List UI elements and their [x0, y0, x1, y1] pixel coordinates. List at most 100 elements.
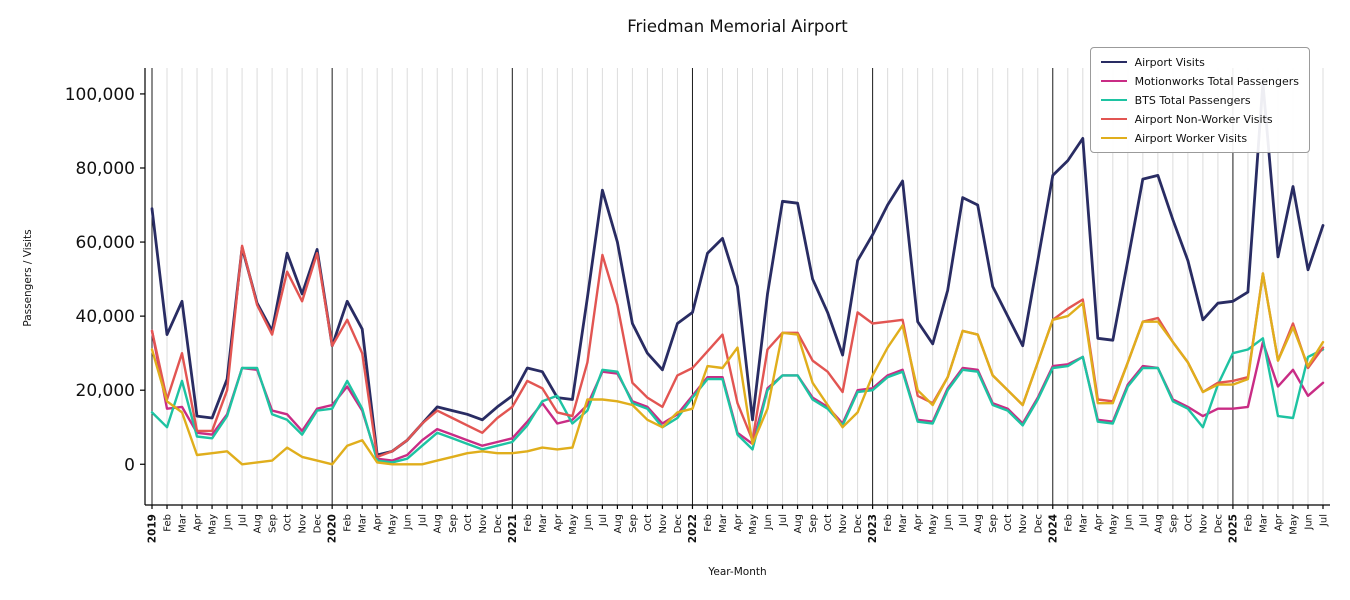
legend-item: Airport Non-Worker Visits [1100, 112, 1299, 126]
x-tick-label: Jul [1138, 514, 1149, 527]
x-tick-label: Aug [613, 514, 624, 534]
series-line-airport-visits [150, 81, 1325, 457]
x-tick-label: Mar [718, 513, 729, 533]
x-tick-label: May [568, 514, 579, 535]
x-tick-label: Mar [358, 513, 369, 533]
x-tick-label: Apr [913, 513, 924, 531]
x-tick-label: May [1108, 514, 1119, 535]
x-axis-label: Year-Month [708, 566, 767, 578]
x-tick-label: Mar [1078, 513, 1089, 533]
legend-label: Motionworks Total Passengers [1134, 74, 1299, 88]
x-tick-label: Apr [1093, 513, 1104, 531]
x-tick-label: Sep [268, 514, 279, 533]
legend-label: Airport Worker Visits [1134, 131, 1248, 145]
legend-line-swatch [1100, 61, 1127, 63]
x-tick-label: 2024 [1047, 514, 1059, 543]
x-tick-label: May [748, 514, 759, 535]
x-tick-label: Oct [643, 514, 654, 531]
x-tick-label: Apr [373, 513, 384, 531]
legend-item: Motionworks Total Passengers [1100, 74, 1299, 88]
legend-line-swatch [1100, 99, 1127, 101]
x-tick-label: Mar [1258, 513, 1269, 533]
legend-item: Airport Visits [1100, 55, 1299, 69]
x-tick-label: Sep [1168, 514, 1179, 533]
x-tick-label: Jun [1123, 514, 1134, 531]
x-tick-label: Nov [478, 514, 489, 534]
x-tick-label: Jul [418, 514, 429, 527]
chart-title: Friedman Memorial Airport [627, 17, 848, 36]
x-tick-label: Jun [763, 514, 774, 531]
y-tick-label: 40,000 [76, 307, 135, 327]
y-axis-label: Passengers / Visits [22, 229, 34, 327]
x-tick-label: Oct [823, 514, 834, 531]
x-tick-label: Jul [778, 514, 789, 527]
x-tick-label: Dec [853, 514, 864, 533]
x-tick-label: Sep [628, 514, 639, 533]
x-tick-label: Sep [448, 514, 459, 533]
x-tick-label: Apr [1273, 513, 1284, 531]
series-line-airport-worker-visits [150, 272, 1325, 466]
x-tick-label: Dec [1033, 514, 1044, 533]
x-tick-label: Mar [178, 513, 189, 533]
x-tick-label: Oct [283, 514, 294, 531]
x-tick-label: Sep [808, 514, 819, 533]
x-tick-label: Dec [493, 514, 504, 533]
x-tick-label: 2023 [867, 514, 879, 543]
x-tick-label: Dec [673, 514, 684, 533]
x-tick-label: Apr [733, 513, 744, 531]
x-tick-label: Feb [343, 514, 354, 532]
x-tick-label: May [208, 514, 219, 535]
x-tick-label: Feb [883, 514, 894, 532]
legend-label: Airport Non-Worker Visits [1134, 112, 1273, 126]
x-tick-label: 2020 [327, 514, 339, 543]
x-tick-label: 2021 [507, 514, 519, 543]
x-tick-label: 2022 [687, 514, 699, 543]
x-tick-label: Feb [1063, 514, 1074, 532]
x-tick-label: Jun [583, 514, 594, 531]
y-tick-label: 100,000 [65, 85, 135, 105]
legend-item: Airport Worker Visits [1100, 131, 1299, 145]
series-line-bts-total-passengers [150, 337, 1325, 464]
x-tick-label: Feb [703, 514, 714, 532]
x-tick-label: Jun [943, 514, 954, 531]
x-tick-label: Nov [1018, 514, 1029, 534]
y-tick-label: 0 [124, 455, 135, 475]
x-tick-label: Feb [523, 514, 534, 532]
x-tick-label: May [928, 514, 939, 535]
x-tick-label: Mar [898, 513, 909, 533]
x-tick-label: Jun [403, 514, 414, 531]
legend-label: BTS Total Passengers [1134, 93, 1251, 107]
x-tick-label: Aug [793, 514, 804, 534]
x-tick-label: Mar [538, 513, 549, 533]
x-tick-label: 2019 [147, 514, 159, 543]
x-tick-label: Aug [253, 514, 264, 534]
x-tick-label: May [1288, 514, 1299, 535]
x-tick-label: Jun [223, 514, 234, 531]
x-tick-label: Dec [313, 514, 324, 533]
y-tick-label: 60,000 [76, 233, 135, 253]
x-tick-label: Jun [1303, 514, 1314, 531]
x-tick-label: Jul [1319, 514, 1330, 527]
x-tick-label: Oct [1183, 514, 1194, 531]
x-tick-label: Nov [298, 514, 309, 534]
legend-label: Airport Visits [1134, 55, 1205, 69]
x-tick-label: Nov [658, 514, 669, 534]
x-tick-label: Nov [1198, 514, 1209, 534]
legend-line-swatch [1100, 118, 1127, 120]
x-tick-label: Jul [958, 514, 969, 527]
x-tick-label: Feb [1243, 514, 1254, 532]
x-tick-label: Aug [433, 514, 444, 534]
x-tick-label: Jul [598, 514, 609, 527]
legend-line-swatch [1100, 80, 1127, 82]
x-tick-label: Aug [1153, 514, 1164, 534]
y-tick-label: 20,000 [76, 381, 135, 401]
x-tick-label: Oct [1003, 514, 1014, 531]
x-tick-label: 2025 [1227, 514, 1239, 543]
y-tick-label: 80,000 [76, 159, 135, 179]
legend: Airport Visits Motionworks Total Passenge… [1089, 47, 1310, 153]
x-tick-label: Feb [163, 514, 174, 532]
x-tick-label: Sep [988, 514, 999, 533]
x-tick-label: Oct [463, 514, 474, 531]
